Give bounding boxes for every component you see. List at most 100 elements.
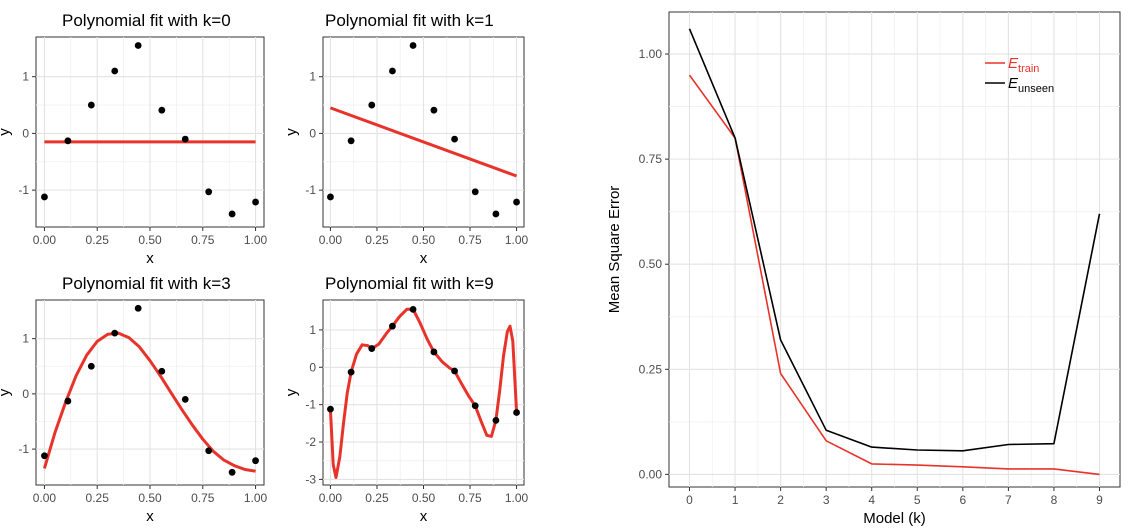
x-axis-label: Model (k) [863, 510, 926, 527]
y-tick-label: 1 [309, 323, 316, 337]
chart-k0: Polynomial fit with k=0 0.00 0.25 0.50 0.75 1… [0, 11, 268, 267]
data-point [368, 101, 376, 109]
data-point [389, 322, 396, 330]
x-tick-label: 0.50 [412, 233, 436, 247]
legend-label-train: Etrain [1008, 55, 1039, 75]
data-point [64, 137, 72, 145]
data-point [513, 409, 520, 416]
chart-k9: Polynomial fit with k=9 0.00 0.25 0.50 0.75 1… [283, 274, 529, 525]
y-tick-label: 1 [22, 70, 29, 84]
data-point [430, 106, 438, 114]
data-point [158, 367, 166, 375]
x-axis-label: x [146, 250, 154, 267]
x-tick-label: 1.00 [244, 233, 268, 247]
data-point [252, 198, 259, 206]
data-point [41, 193, 48, 201]
chart-title: Polynomial fit with k=1 [325, 11, 494, 30]
data-point [347, 137, 355, 145]
data-point [451, 367, 458, 375]
data-point [181, 396, 189, 403]
x-tick-label: 0.00 [33, 491, 57, 505]
y-tick-label: -1 [305, 183, 316, 197]
x-axis-label: x [420, 508, 428, 525]
y-tick-label: -2 [305, 435, 316, 449]
x-tick-label: 7 [1005, 493, 1012, 507]
fit-curve [329, 106, 518, 178]
data-point [158, 106, 166, 114]
legend-label-symbol: E [1008, 55, 1019, 72]
chart-title: Polynomial fit with k=9 [325, 274, 494, 293]
series-line-unseen [688, 28, 1101, 452]
y-axis-label: y [283, 388, 300, 396]
y-axis-label: y [283, 128, 300, 136]
data-point [111, 329, 119, 337]
y-tick-label: 1 [22, 332, 29, 346]
x-tick-label: 5 [914, 493, 921, 507]
x-tick-label: 4 [868, 493, 875, 507]
data-point [513, 198, 520, 206]
data-point [87, 101, 95, 109]
x-tick-label: 0.25 [86, 233, 110, 247]
data-point [389, 67, 396, 75]
x-tick-label: 3 [823, 493, 830, 507]
x-tick-label: 6 [959, 493, 966, 507]
data-point [409, 42, 417, 49]
series-line-train [688, 74, 1100, 476]
y-tick-label: 0 [22, 387, 29, 401]
data-point [430, 348, 438, 356]
data-point [205, 188, 213, 196]
data-point [492, 416, 500, 424]
data-point [368, 345, 376, 352]
data-point [64, 397, 72, 405]
x-tick-label: 0.25 [365, 233, 389, 247]
y-axis-label: y [0, 128, 13, 136]
x-tick-label: 0.00 [319, 233, 343, 247]
y-tick-label: 1.00 [639, 47, 663, 61]
y-tick-label: 1 [309, 70, 316, 84]
data-point [409, 305, 417, 313]
x-tick-label: 1.00 [505, 491, 529, 505]
data-point [134, 304, 142, 312]
chart-mse: 0 1 2 3 4 5 6 7 8 9 0.00 0.25 0.50 0.75 1.00 Model (k) M… [606, 11, 1121, 527]
x-tick-label: 0.25 [86, 491, 110, 505]
y-tick-label: -1 [305, 398, 316, 412]
x-tick-label: 0.25 [365, 491, 389, 505]
data-point [41, 452, 48, 460]
y-tick-label: 0.50 [639, 257, 663, 271]
chart-title: Polynomial fit with k=3 [62, 274, 231, 293]
x-tick-label: 2 [777, 493, 784, 507]
y-tick-label: -1 [18, 183, 29, 197]
x-tick-label: 0 [686, 493, 693, 507]
legend-label-subscript: train [1018, 63, 1039, 75]
x-tick-label: 1.00 [505, 233, 529, 247]
data-point [111, 67, 119, 75]
x-tick-label: 0.75 [458, 233, 482, 247]
x-tick-label: 0.50 [138, 491, 162, 505]
data-point [471, 188, 479, 196]
y-axis-label: y [0, 388, 13, 396]
data-point [181, 135, 189, 143]
y-tick-label: -3 [305, 472, 316, 486]
x-tick-label: 0.75 [191, 491, 215, 505]
data-point [347, 368, 355, 376]
x-axis-label: x [420, 250, 428, 267]
y-tick-label: 0.00 [639, 467, 663, 481]
data-point [492, 210, 500, 218]
chart-k1: Polynomial fit with k=1 0.00 0.25 0.50 0.75 1… [283, 11, 529, 267]
data-point [228, 468, 236, 476]
data-point [205, 447, 213, 455]
x-tick-label: 0.75 [191, 233, 215, 247]
data-point [134, 42, 142, 49]
x-tick-label: 0.50 [412, 491, 436, 505]
legend-label-subscript: unseen [1018, 83, 1054, 95]
y-tick-label: 0.75 [639, 152, 663, 166]
fit-curve [328, 307, 519, 479]
chart-k3: Polynomial fit with k=3 0.00 0.25 0.50 0.75 1… [0, 274, 268, 525]
y-tick-label: 0 [309, 126, 316, 140]
x-tick-label: 1 [732, 493, 739, 507]
chart-title: Polynomial fit with k=0 [62, 11, 231, 30]
legend-label-unseen: Eunseen [1008, 75, 1054, 95]
x-tick-label: 9 [1096, 493, 1103, 507]
y-axis-label: Mean Square Error [606, 186, 623, 314]
